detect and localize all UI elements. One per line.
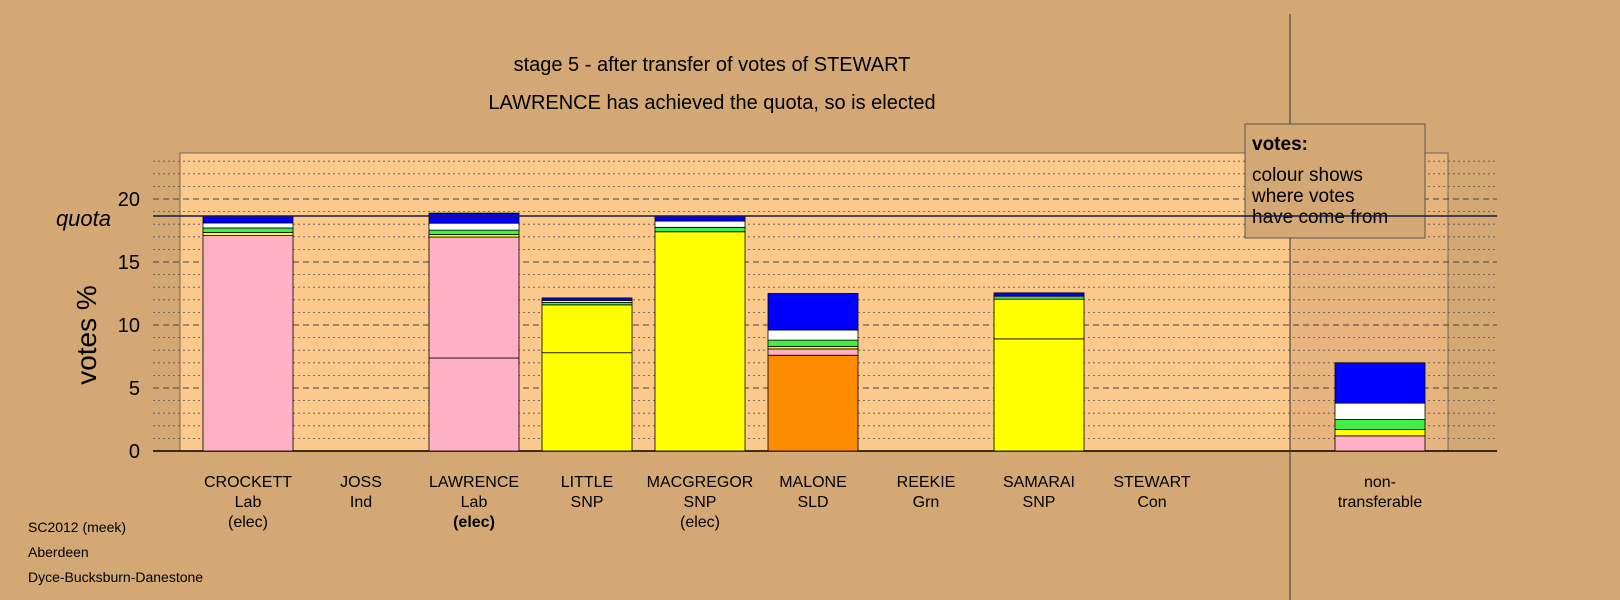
category-label: (elec) — [680, 514, 720, 531]
bar-segment — [428, 222, 520, 231]
y-tick-label: 15 — [118, 252, 140, 274]
bar-segment — [654, 226, 746, 233]
bar-segment — [428, 357, 520, 452]
category-label: transferable — [1338, 494, 1423, 511]
legend-box — [1244, 123, 1426, 239]
footer-text: Aberdeen — [28, 544, 89, 560]
bar-segment — [202, 222, 294, 229]
bar-segment — [654, 215, 746, 222]
category-label: Lab — [235, 494, 262, 511]
bars — [202, 212, 1426, 452]
category-label: (elec) — [453, 514, 495, 531]
bar-segment — [1334, 362, 1426, 404]
bar-segment — [993, 298, 1085, 340]
category-label: STEWART — [1113, 474, 1191, 491]
bar-segment — [1334, 435, 1426, 452]
bar-segment — [202, 231, 294, 236]
bar-segment — [1334, 402, 1426, 420]
chart-subtitle: LAWRENCE has achieved the quota, so is e… — [488, 92, 935, 114]
category-label: LAWRENCE — [429, 474, 519, 491]
chart-title: stage 5 - after transfer of votes of STE… — [514, 54, 911, 76]
legend-title: votes: — [1252, 134, 1308, 155]
y-tick-label: 0 — [129, 441, 140, 463]
y-axis-label: votes % — [71, 285, 102, 385]
bar-segment — [202, 215, 294, 224]
y-tick-label: 20 — [118, 189, 140, 211]
category-label: Con — [1137, 494, 1166, 511]
category-label: MALONE — [779, 474, 847, 491]
bar-segment — [541, 352, 633, 452]
category-label: Ind — [350, 494, 372, 511]
bar-segment — [1334, 429, 1426, 437]
category-label: JOSS — [340, 474, 382, 491]
category-label: SNP — [1023, 494, 1056, 511]
category-label: Grn — [913, 494, 940, 511]
bar-segment — [767, 348, 859, 356]
category-label: REEKIE — [897, 474, 956, 491]
category-label: SNP — [571, 494, 604, 511]
category-label: SAMARAI — [1003, 474, 1075, 491]
bar-segment — [202, 227, 294, 233]
bar-segment — [767, 339, 859, 347]
legend-text: where votes — [1251, 186, 1354, 207]
y-tick-label: 5 — [129, 378, 140, 400]
category-label: LITTLE — [561, 474, 613, 491]
bar-segment — [993, 292, 1085, 296]
category-label: SNP — [684, 494, 717, 511]
legend-text: have come from — [1252, 207, 1388, 228]
bar-segment — [541, 304, 633, 354]
category-label: CROCKETT — [204, 474, 292, 491]
bar-segment — [428, 229, 520, 235]
bar-segment — [541, 297, 633, 301]
category-label: Lab — [461, 494, 488, 511]
bar-segment — [654, 220, 746, 228]
bar-segment — [428, 236, 520, 359]
category-label: non- — [1364, 474, 1396, 491]
category-label: MACGREGOR — [647, 474, 754, 491]
bar-segment — [654, 231, 746, 452]
footer-text: Dyce-Bucksburn-Danestone — [28, 569, 203, 585]
bar-segment — [993, 338, 1085, 452]
footer-text: SC2012 (meek) — [28, 519, 126, 535]
bar-segment — [767, 329, 859, 341]
bar-segment — [767, 293, 859, 331]
quota-label: quota — [56, 206, 111, 231]
bar-segment — [428, 212, 520, 224]
bar-segment — [767, 354, 859, 452]
legend-text: colour shows — [1252, 165, 1363, 186]
bar-segment — [1334, 419, 1426, 430]
category-label: (elec) — [228, 514, 268, 531]
bar-segment — [202, 235, 294, 452]
y-tick-label: 10 — [118, 315, 140, 337]
category-label: SLD — [797, 494, 828, 511]
